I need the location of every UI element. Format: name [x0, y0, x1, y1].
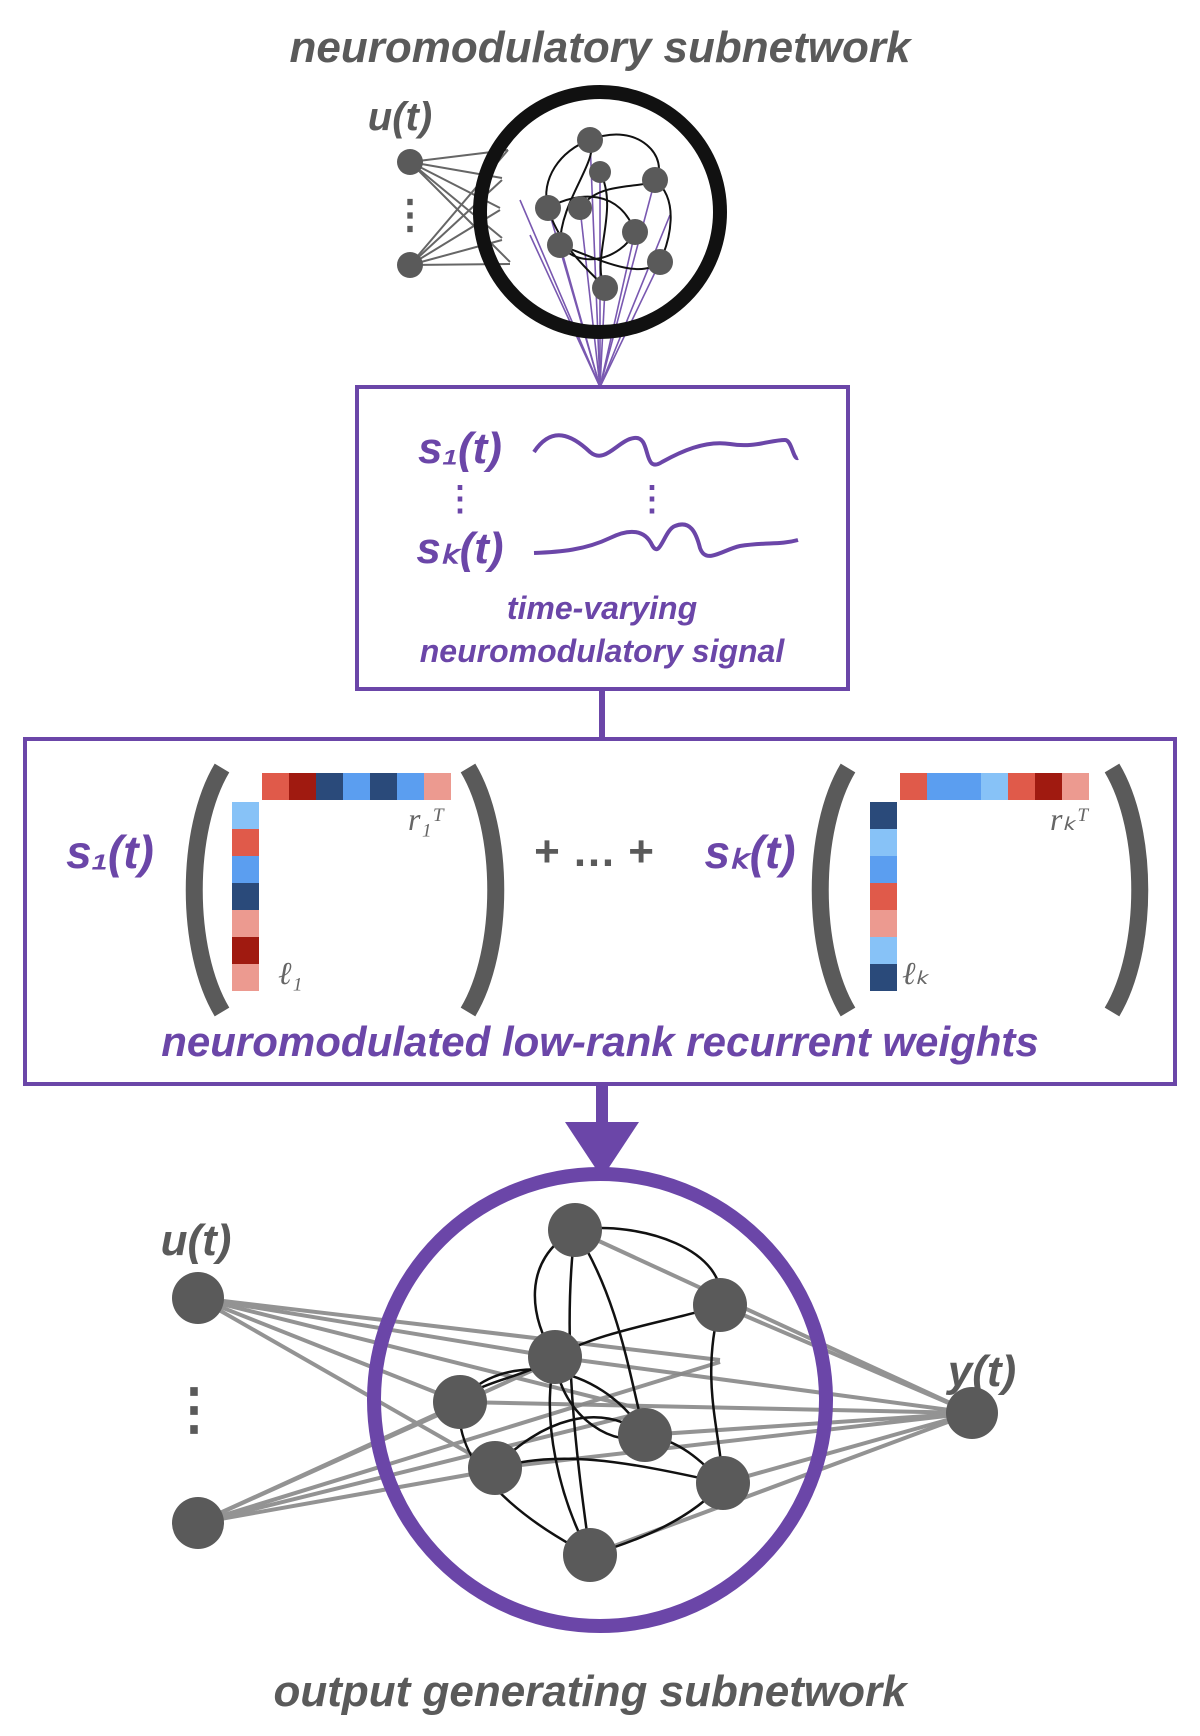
- plus-dots: + … +: [534, 827, 654, 876]
- bottom-input-dots: ⋮: [166, 1377, 222, 1440]
- signal-dots-left: ⋮: [443, 480, 477, 518]
- r1-vector-cell: [262, 773, 289, 800]
- top-input-dots: ⋮: [390, 193, 430, 237]
- r1-vector-cell: [343, 773, 370, 800]
- top-recurrent-nodes: [535, 127, 673, 301]
- rK-vector-cell: [1008, 773, 1035, 800]
- top-hidden-node: [647, 249, 673, 275]
- r1-vector-cell: [370, 773, 397, 800]
- bottom-input-node-1: [172, 1272, 224, 1324]
- bottom-hidden-node: [696, 1456, 750, 1510]
- bottom-input-node-2: [172, 1497, 224, 1549]
- bottom-subnetwork-title: output generating subnetwork: [273, 1667, 909, 1716]
- top-subnetwork-title: neuromodulatory subnetwork: [290, 23, 913, 72]
- l1-vector-cell: [232, 856, 259, 883]
- l1-vector-cell: [232, 802, 259, 829]
- bottom-hidden-node: [548, 1203, 602, 1257]
- top-network-boundary: [473, 85, 727, 339]
- top-hidden-node: [592, 275, 618, 301]
- l1-vector-cell: [232, 910, 259, 937]
- r1-vector-cell: [289, 773, 316, 800]
- lK-vector-cell: [870, 910, 897, 937]
- l1-vector-cell: [232, 883, 259, 910]
- signal-caption-line2: neuromodulatory signal: [420, 633, 786, 669]
- top-hidden-node: [622, 219, 648, 245]
- top-input-label: u(t): [368, 95, 432, 139]
- lK-vector-cell: [870, 829, 897, 856]
- r1-label: r₁ᵀ: [408, 801, 446, 837]
- lK-label: ℓₖ: [902, 955, 929, 991]
- r1-vector-cell: [424, 773, 451, 800]
- bottom-hidden-node: [618, 1408, 672, 1462]
- signal-last-trace: [533, 522, 799, 558]
- l1-vector-cell: [232, 937, 259, 964]
- l1-column-vector: [232, 802, 259, 991]
- rK-vector-cell: [1062, 773, 1089, 800]
- top-hidden-node: [547, 232, 573, 258]
- term1-coefficient: s₁(t): [66, 826, 154, 878]
- signal-first-label: s₁(t): [418, 424, 502, 473]
- top-input-node-2: [397, 252, 423, 278]
- bottom-input-label: u(t): [161, 1216, 232, 1265]
- lK-column-vector: [870, 802, 897, 991]
- rK-vector-cell: [1035, 773, 1062, 800]
- top-hidden-node: [568, 196, 592, 220]
- rK-vector-cell: [981, 773, 1008, 800]
- r1-row-vector: [262, 773, 451, 800]
- rK-vector-cell: [954, 773, 981, 800]
- top-hidden-node: [589, 161, 611, 183]
- signal-caption-line1: time-varying: [507, 590, 697, 626]
- rK-vector-cell: [927, 773, 954, 800]
- weights-to-network-arrowhead: [565, 1122, 639, 1178]
- weights-caption: neuromodulated low-rank recurrent weight…: [161, 1018, 1038, 1065]
- termK-parentheses: [811, 763, 1149, 1017]
- bottom-hidden-node: [433, 1375, 487, 1429]
- bottom-hidden-node: [693, 1278, 747, 1332]
- r1-vector-cell: [316, 773, 343, 800]
- signal-first-trace: [532, 433, 799, 467]
- bottom-hidden-node: [563, 1528, 617, 1582]
- termK-coefficient: sₖ(t): [704, 826, 795, 878]
- lK-vector-cell: [870, 883, 897, 910]
- top-input-node-1: [397, 149, 423, 175]
- lK-vector-cell: [870, 937, 897, 964]
- bottom-recurrent-connections: [458, 1226, 725, 1557]
- bottom-output-label: y(t): [946, 1347, 1016, 1396]
- lK-vector-cell: [870, 856, 897, 883]
- bottom-network-boundary: [367, 1167, 833, 1633]
- bottom-recurrent-nodes: [433, 1203, 750, 1582]
- l1-vector-cell: [232, 964, 259, 991]
- l1-label: ℓ₁: [278, 955, 302, 991]
- rK-row-vector: [900, 773, 1089, 800]
- lK-vector-cell: [870, 964, 897, 991]
- bottom-output-node: [946, 1387, 998, 1439]
- top-hidden-node: [577, 127, 603, 153]
- lK-vector-cell: [870, 802, 897, 829]
- rK-vector-cell: [900, 773, 927, 800]
- top-hidden-node: [642, 167, 668, 193]
- term1-parentheses: [185, 763, 505, 1017]
- signal-dots-mid: ⋮: [635, 480, 669, 518]
- top-hidden-node: [535, 195, 561, 221]
- bottom-hidden-node: [528, 1330, 582, 1384]
- l1-vector-cell: [232, 829, 259, 856]
- rK-label: rₖᵀ: [1050, 801, 1090, 837]
- bottom-hidden-node: [468, 1441, 522, 1495]
- r1-vector-cell: [397, 773, 424, 800]
- signal-last-label: sₖ(t): [416, 524, 503, 573]
